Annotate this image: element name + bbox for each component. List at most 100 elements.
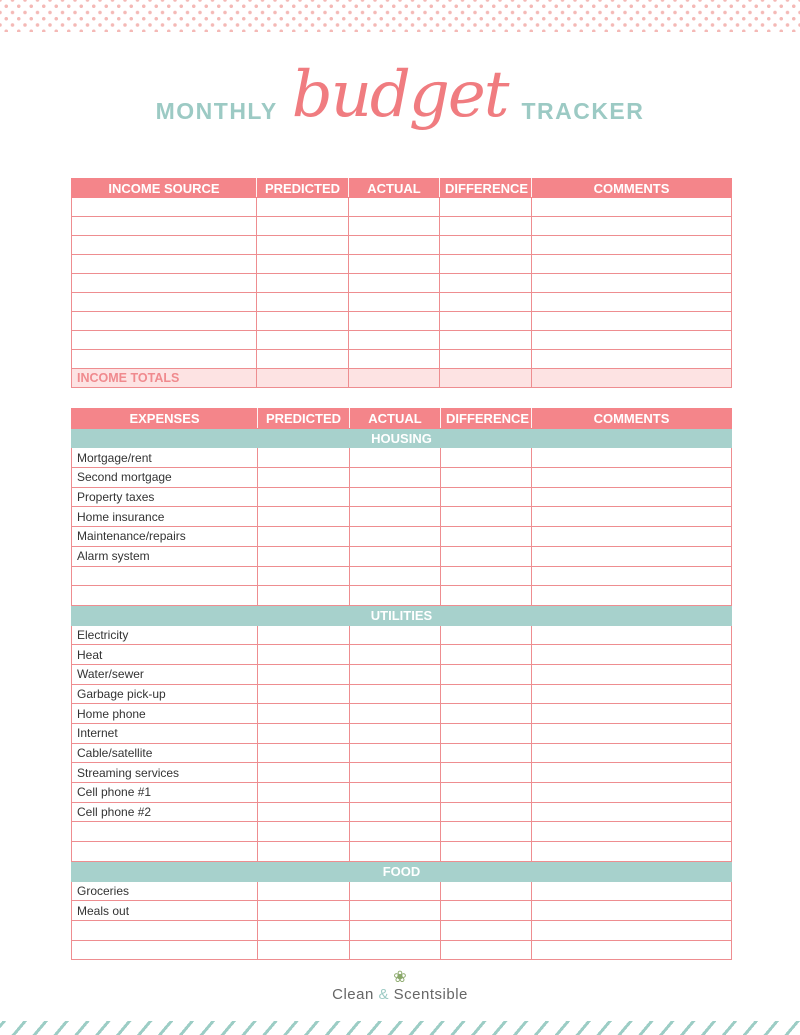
entry-cell[interactable] <box>257 723 350 744</box>
entry-cell[interactable] <box>349 545 441 567</box>
entry-cell[interactable] <box>440 624 532 646</box>
expense-label[interactable] <box>71 585 258 606</box>
entry-cell[interactable] <box>257 624 350 646</box>
entry-cell[interactable] <box>531 565 732 587</box>
entry-cell[interactable] <box>349 900 441 921</box>
entry-cell[interactable] <box>531 506 732 528</box>
entry-cell[interactable] <box>531 644 732 665</box>
entry-cell[interactable] <box>349 762 441 784</box>
entry-cell[interactable] <box>349 821 441 843</box>
entry-cell[interactable] <box>349 624 441 646</box>
entry-cell[interactable] <box>531 703 732 724</box>
entry-cell[interactable] <box>71 330 257 350</box>
entry-cell[interactable] <box>440 900 532 921</box>
entry-cell[interactable] <box>71 292 257 312</box>
entry-cell[interactable] <box>531 801 732 823</box>
entry-cell[interactable] <box>439 197 532 217</box>
entry-cell[interactable] <box>531 349 732 369</box>
entry-cell[interactable] <box>531 663 732 685</box>
entry-cell[interactable] <box>531 330 732 350</box>
entry-cell[interactable] <box>349 703 441 724</box>
entry-cell[interactable] <box>349 801 441 823</box>
entry-cell[interactable] <box>348 330 440 350</box>
entry-cell[interactable] <box>349 565 441 587</box>
entry-cell[interactable] <box>257 447 350 469</box>
entry-cell[interactable] <box>256 292 349 312</box>
entry-cell[interactable] <box>440 762 532 784</box>
entry-cell[interactable] <box>349 467 441 488</box>
entry-cell[interactable] <box>440 585 532 606</box>
entry-cell[interactable] <box>257 782 350 803</box>
expense-label[interactable] <box>71 821 258 843</box>
entry-cell[interactable] <box>440 723 532 744</box>
entry-cell[interactable] <box>349 880 441 902</box>
entry-cell[interactable] <box>440 663 532 685</box>
entry-cell[interactable] <box>256 349 349 369</box>
entry-cell[interactable] <box>257 703 350 724</box>
entry-cell[interactable] <box>531 821 732 843</box>
entry-cell[interactable] <box>531 368 732 388</box>
entry-cell[interactable] <box>439 311 532 331</box>
entry-cell[interactable] <box>439 254 532 274</box>
entry-cell[interactable] <box>531 526 732 547</box>
entry-cell[interactable] <box>257 467 350 488</box>
entry-cell[interactable] <box>257 644 350 665</box>
entry-cell[interactable] <box>257 663 350 685</box>
entry-cell[interactable] <box>349 723 441 744</box>
entry-cell[interactable] <box>439 330 532 350</box>
entry-cell[interactable] <box>348 235 440 255</box>
entry-cell[interactable] <box>531 467 732 488</box>
entry-cell[interactable] <box>531 486 732 508</box>
entry-cell[interactable] <box>440 919 532 941</box>
entry-cell[interactable] <box>440 742 532 764</box>
entry-cell[interactable] <box>440 526 532 547</box>
entry-cell[interactable] <box>439 235 532 255</box>
entry-cell[interactable] <box>440 447 532 469</box>
entry-cell[interactable] <box>531 841 732 862</box>
entry-cell[interactable] <box>348 254 440 274</box>
entry-cell[interactable] <box>440 467 532 488</box>
expense-label[interactable] <box>71 919 258 941</box>
entry-cell[interactable] <box>440 782 532 803</box>
entry-cell[interactable] <box>257 506 350 528</box>
entry-cell[interactable] <box>257 762 350 784</box>
entry-cell[interactable] <box>439 273 532 293</box>
entry-cell[interactable] <box>71 311 257 331</box>
entry-cell[interactable] <box>531 292 732 312</box>
entry-cell[interactable] <box>257 742 350 764</box>
entry-cell[interactable] <box>440 821 532 843</box>
entry-cell[interactable] <box>349 742 441 764</box>
entry-cell[interactable] <box>531 919 732 941</box>
entry-cell[interactable] <box>531 782 732 803</box>
entry-cell[interactable] <box>348 273 440 293</box>
entry-cell[interactable] <box>349 526 441 547</box>
entry-cell[interactable] <box>440 801 532 823</box>
entry-cell[interactable] <box>71 216 257 236</box>
entry-cell[interactable] <box>349 447 441 469</box>
entry-cell[interactable] <box>71 349 257 369</box>
entry-cell[interactable] <box>531 939 732 961</box>
entry-cell[interactable] <box>257 900 350 921</box>
entry-cell[interactable] <box>256 254 349 274</box>
entry-cell[interactable] <box>440 565 532 587</box>
entry-cell[interactable] <box>531 197 732 217</box>
entry-cell[interactable] <box>257 939 350 961</box>
entry-cell[interactable] <box>439 368 532 388</box>
entry-cell[interactable] <box>71 254 257 274</box>
entry-cell[interactable] <box>349 919 441 941</box>
entry-cell[interactable] <box>440 880 532 902</box>
entry-cell[interactable] <box>531 762 732 784</box>
entry-cell[interactable] <box>257 821 350 843</box>
entry-cell[interactable] <box>257 486 350 508</box>
entry-cell[interactable] <box>257 919 350 941</box>
entry-cell[interactable] <box>257 801 350 823</box>
entry-cell[interactable] <box>349 644 441 665</box>
entry-cell[interactable] <box>440 939 532 961</box>
entry-cell[interactable] <box>440 644 532 665</box>
entry-cell[interactable] <box>348 216 440 236</box>
entry-cell[interactable] <box>348 368 440 388</box>
entry-cell[interactable] <box>71 235 257 255</box>
entry-cell[interactable] <box>256 311 349 331</box>
entry-cell[interactable] <box>349 939 441 961</box>
entry-cell[interactable] <box>349 683 441 705</box>
